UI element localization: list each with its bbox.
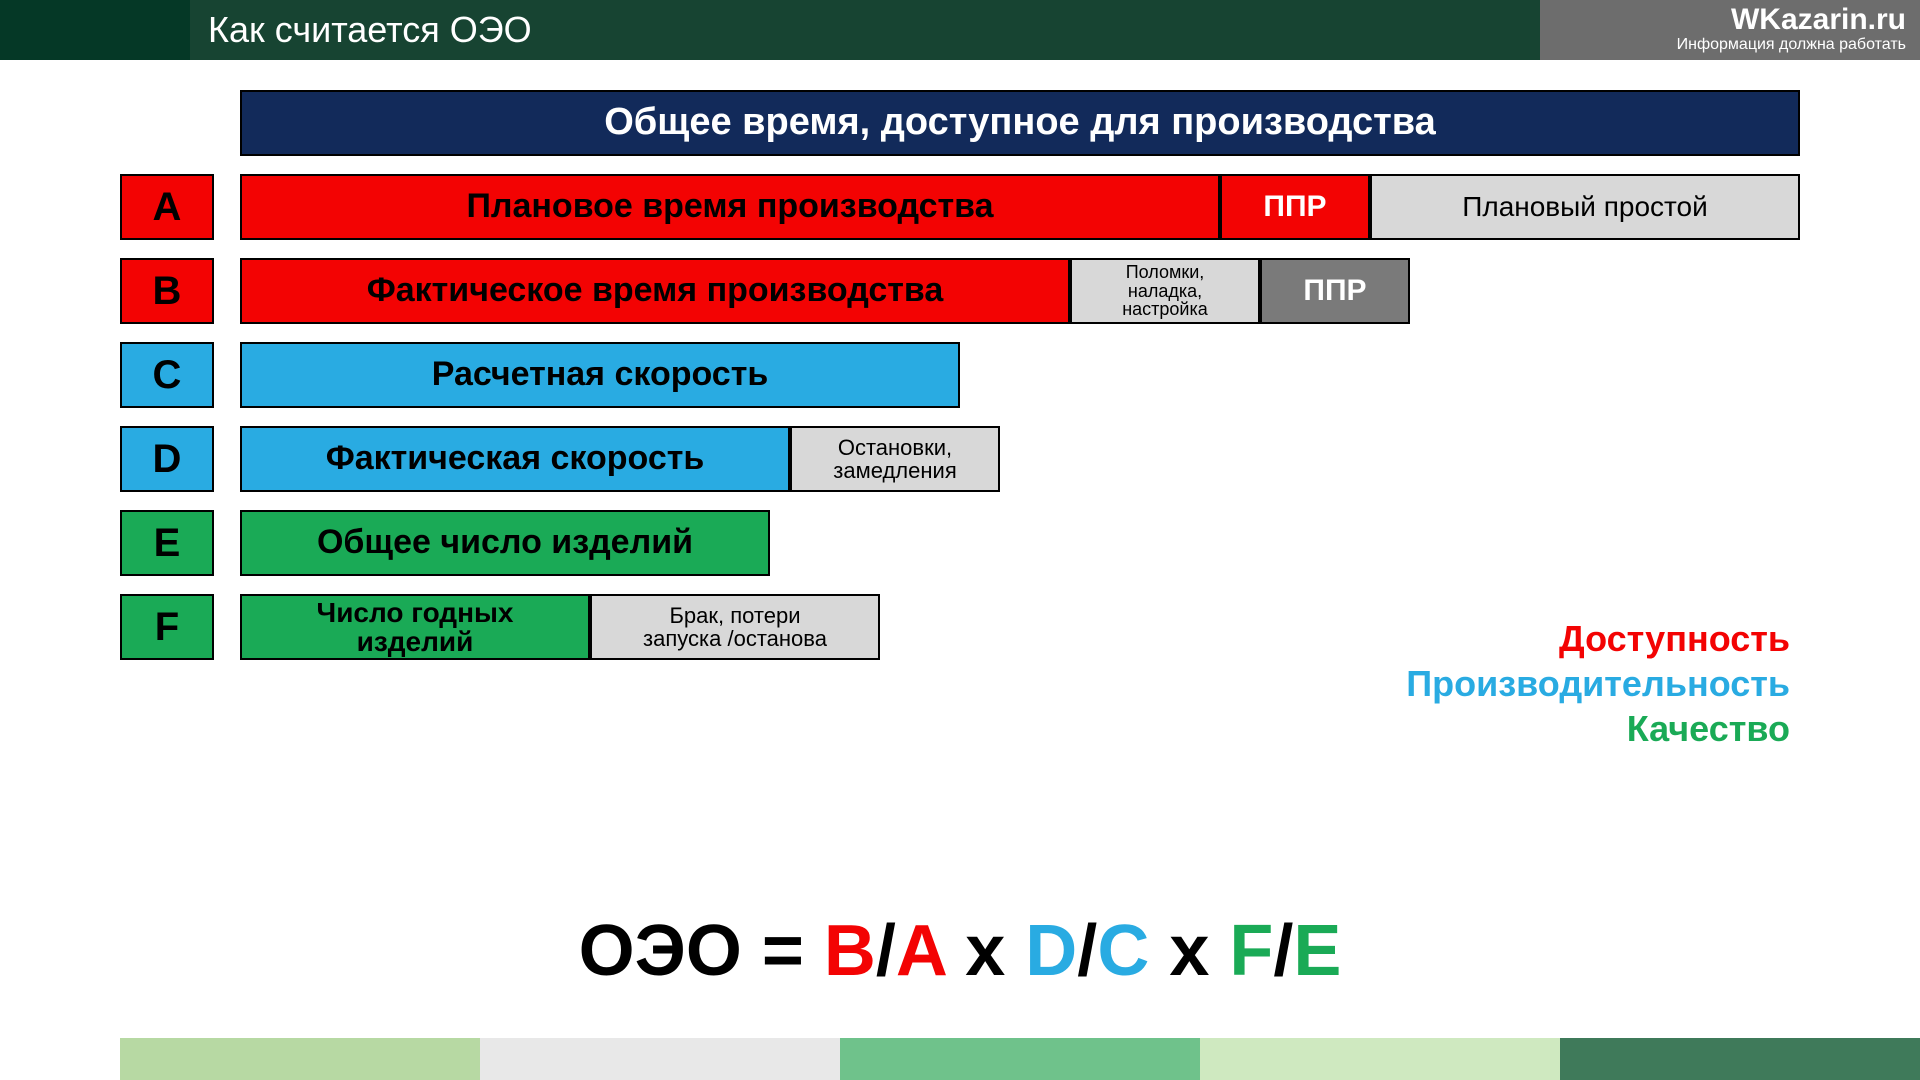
bar-a-1: ППР [1220,174,1370,240]
row-c: C Расчетная скорость [120,342,1800,408]
row-b: B Фактическое время производстваПоломки, … [120,258,1800,324]
logo-main: WKazarin.ru [1731,5,1906,35]
row-letter-d: D [120,426,214,492]
bar-f-1: Брак, потери запуска /останова [590,594,880,660]
legend-item: Производительность [1406,661,1790,706]
bar-d-0: Фактическая скорость [240,426,790,492]
logo-tagline: Информация должна работать [1677,35,1906,54]
bar-c-0: Расчетная скорость [240,342,960,408]
row-a: A Плановое время производстваППРПлановый … [120,174,1800,240]
bar-b-2: ППР [1260,258,1410,324]
legend: ДоступностьПроизводительностьКачество [1406,616,1790,751]
row-letter-a: A [120,174,214,240]
bar-a-2: Плановый простой [1370,174,1800,240]
row-letter-e: E [120,510,214,576]
bar-a-0: Плановое время производства [240,174,1220,240]
row-e: E Общее число изделий [120,510,1800,576]
bar-f-0: Число годных изделий [240,594,590,660]
bar-d-1: Остановки, замедления [790,426,1000,492]
diagram-rows: AПлановое время производстваППРПлановый … [120,174,1800,660]
total-time-bar: Общее время, доступное для производства [240,90,1800,156]
topbar-accent [0,0,190,60]
bar-b-1: Поломки, наладка, настройка [1070,258,1260,324]
bar-e-0: Общее число изделий [240,510,770,576]
page-title: Как считается ОЭО [190,0,1540,60]
row-letter-c: C [120,342,214,408]
oee-diagram: Общее время, доступное для производства … [120,90,1800,678]
oee-formula: ОЭО = B/A x D/C x F/E [0,910,1920,992]
legend-item: Доступность [1406,616,1790,661]
row-d: D Фактическая скоростьОстановки, замедлен… [120,426,1800,492]
topbar: Как считается ОЭО WKazarin.ru Информация… [0,0,1920,60]
site-logo: WKazarin.ru Информация должна работать [1540,0,1920,60]
footer-stripes [0,1038,1920,1080]
bar-b-0: Фактическое время производства [240,258,1070,324]
legend-item: Качество [1406,706,1790,751]
row-letter-f: F [120,594,214,660]
row-letter-b: B [120,258,214,324]
